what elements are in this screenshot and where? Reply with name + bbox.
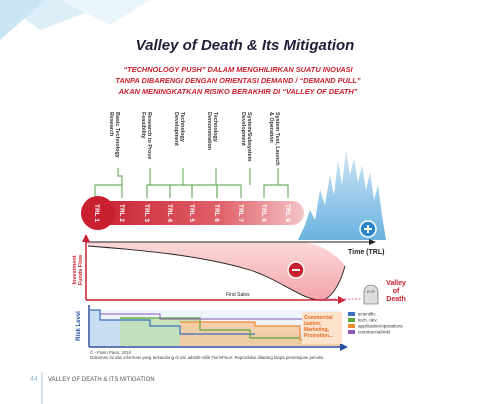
stage-label: Demonstration [206,112,212,150]
legend-label: scientific [358,312,376,317]
trl-start [81,196,115,230]
trl-label: TRL 4 [166,204,173,222]
bracket [146,184,171,198]
arrow [338,296,346,304]
stage-label: System/Subsystem [246,112,252,162]
risk-label: Risk Level [76,311,82,341]
stage-label: Development [173,112,179,146]
bracket [216,184,242,198]
subtitle: “TECHNOLOGY PUSH” DALAM MENGHILIRKAN SUA… [123,65,353,74]
legend-swatch [348,324,355,328]
trl-bar [92,201,304,225]
trl-label: TRL 8 [260,204,267,222]
subtitle: TANPA DIBARENGI DENGAN ORIENTASI DEMAND … [115,76,361,85]
first-sales: First Sales [226,292,250,298]
stage-label: Basic Technology [114,112,120,158]
trl-labels: TRL 1 TRL 2 TRL 3 TRL 4 TRL 5 TRL 6 TRL 7 TRL 8… [93,204,291,222]
stage-brackets [94,168,289,198]
decor [0,0,45,40]
stage-label: Technology [179,112,185,142]
trl-label: TRL 3 [143,204,150,222]
commercial-text: Commercialisation,Marketing,Promotion... [304,315,334,339]
stage-label: System Test, Launch [274,112,280,166]
footer: Dokumen ini dan informasi yang terkandun… [90,355,324,360]
stage-label: & Operation [268,112,274,143]
stage-label: Research to Prove [146,112,152,159]
valley-label: of [393,288,400,295]
commercial-line: Marketing, [304,327,330,333]
trl-label: TRL 5 [188,204,195,222]
arrow [340,343,348,351]
risk-line [120,317,300,339]
legend-swatch [348,312,355,316]
risk-line [100,313,330,320]
bracket [94,184,123,198]
trl-label: TRL 7 [237,204,244,222]
stage-label: Feasibility [140,112,146,138]
commercial-line: Commercial [304,315,333,321]
arrow [82,234,90,242]
trl-label: TRL 1 [93,204,100,222]
valley-label: Valley [386,280,406,287]
trl-label: TRL 2 [118,204,125,222]
plus-sign [364,225,372,233]
running-title: VALLEY OF DEATH & ITS MITIGATION [48,377,155,383]
legend-label: tech. dev. [358,318,378,323]
risk-line [90,309,255,335]
trl-label: TRL 6 [213,204,220,222]
commercial-line: Promotion... [304,333,334,339]
stage-label: Technology [212,112,218,142]
legend-swatch [348,330,355,334]
bracket [169,184,193,198]
bracket [263,184,289,198]
investment-label: Funds Flow [78,254,84,285]
valley-label: Death [386,296,405,303]
legend-label: commercial/mkt [358,330,391,335]
arrow [369,239,376,245]
title: Valley of Death & Its Mitigation [136,37,355,54]
footer: © - Florin Paun, 2018 [90,350,132,355]
time-label: Time (TRL) [348,249,384,256]
page-number: 44 [30,376,38,383]
commercial-line: isation, [304,321,322,327]
subtitle: AKAN MENINGKATKAN RISIKO BERAKHIR DI “VA… [118,87,358,96]
rip: R.I.P [367,290,375,294]
tombstone [363,284,379,305]
commercial-box [302,312,342,344]
valley-area [88,242,345,301]
investment-label: Investment [72,255,78,284]
valley-curve [87,245,346,301]
legend-label: application/operations [358,324,403,329]
bracket [191,184,218,198]
stage-label: Development [240,112,246,146]
legend-swatch [348,318,355,322]
bracket [117,168,123,185]
decor [60,0,150,25]
stage-label: Research [108,112,114,136]
trl-label: TRL 9 [284,204,291,222]
success-area [298,150,386,240]
